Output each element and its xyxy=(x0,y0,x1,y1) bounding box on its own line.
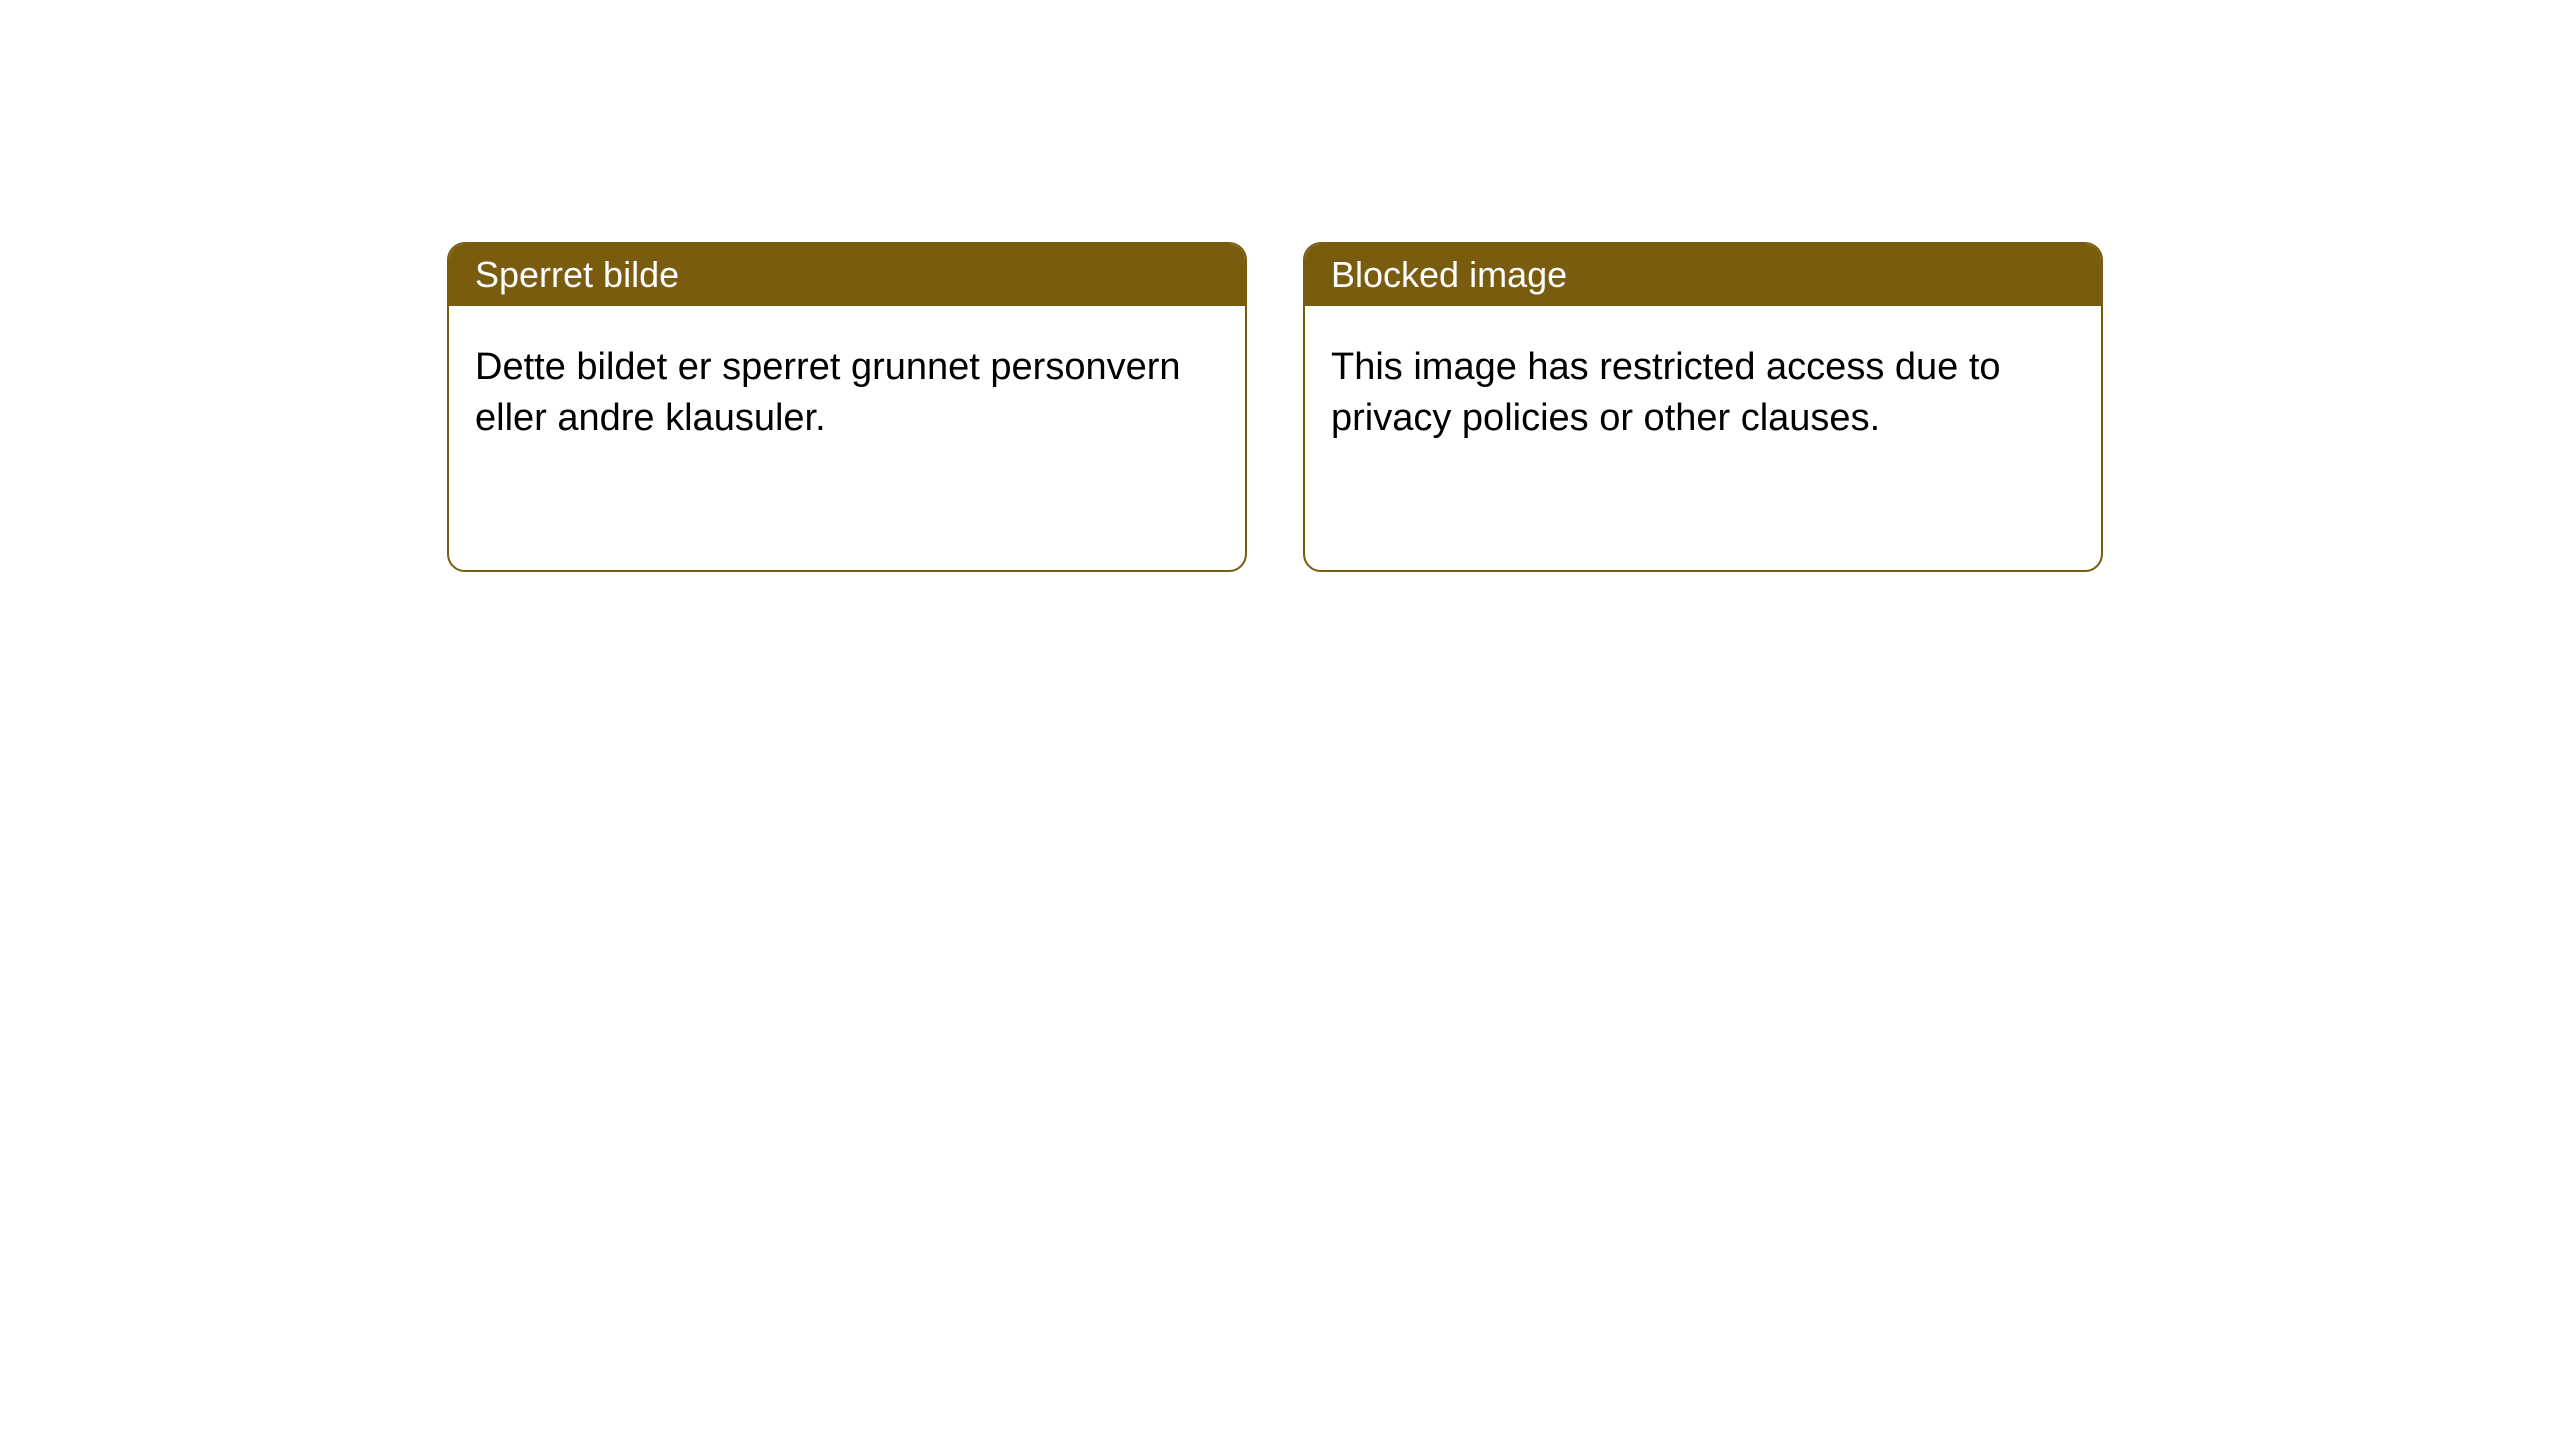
notice-body-no: Dette bildet er sperret grunnet personve… xyxy=(449,306,1245,481)
notice-container: Sperret bilde Dette bildet er sperret gr… xyxy=(0,0,2560,572)
notice-header-en: Blocked image xyxy=(1305,244,2101,306)
notice-card-no: Sperret bilde Dette bildet er sperret gr… xyxy=(447,242,1247,572)
notice-card-en: Blocked image This image has restricted … xyxy=(1303,242,2103,572)
notice-body-en: This image has restricted access due to … xyxy=(1305,306,2101,481)
notice-header-no: Sperret bilde xyxy=(449,244,1245,306)
